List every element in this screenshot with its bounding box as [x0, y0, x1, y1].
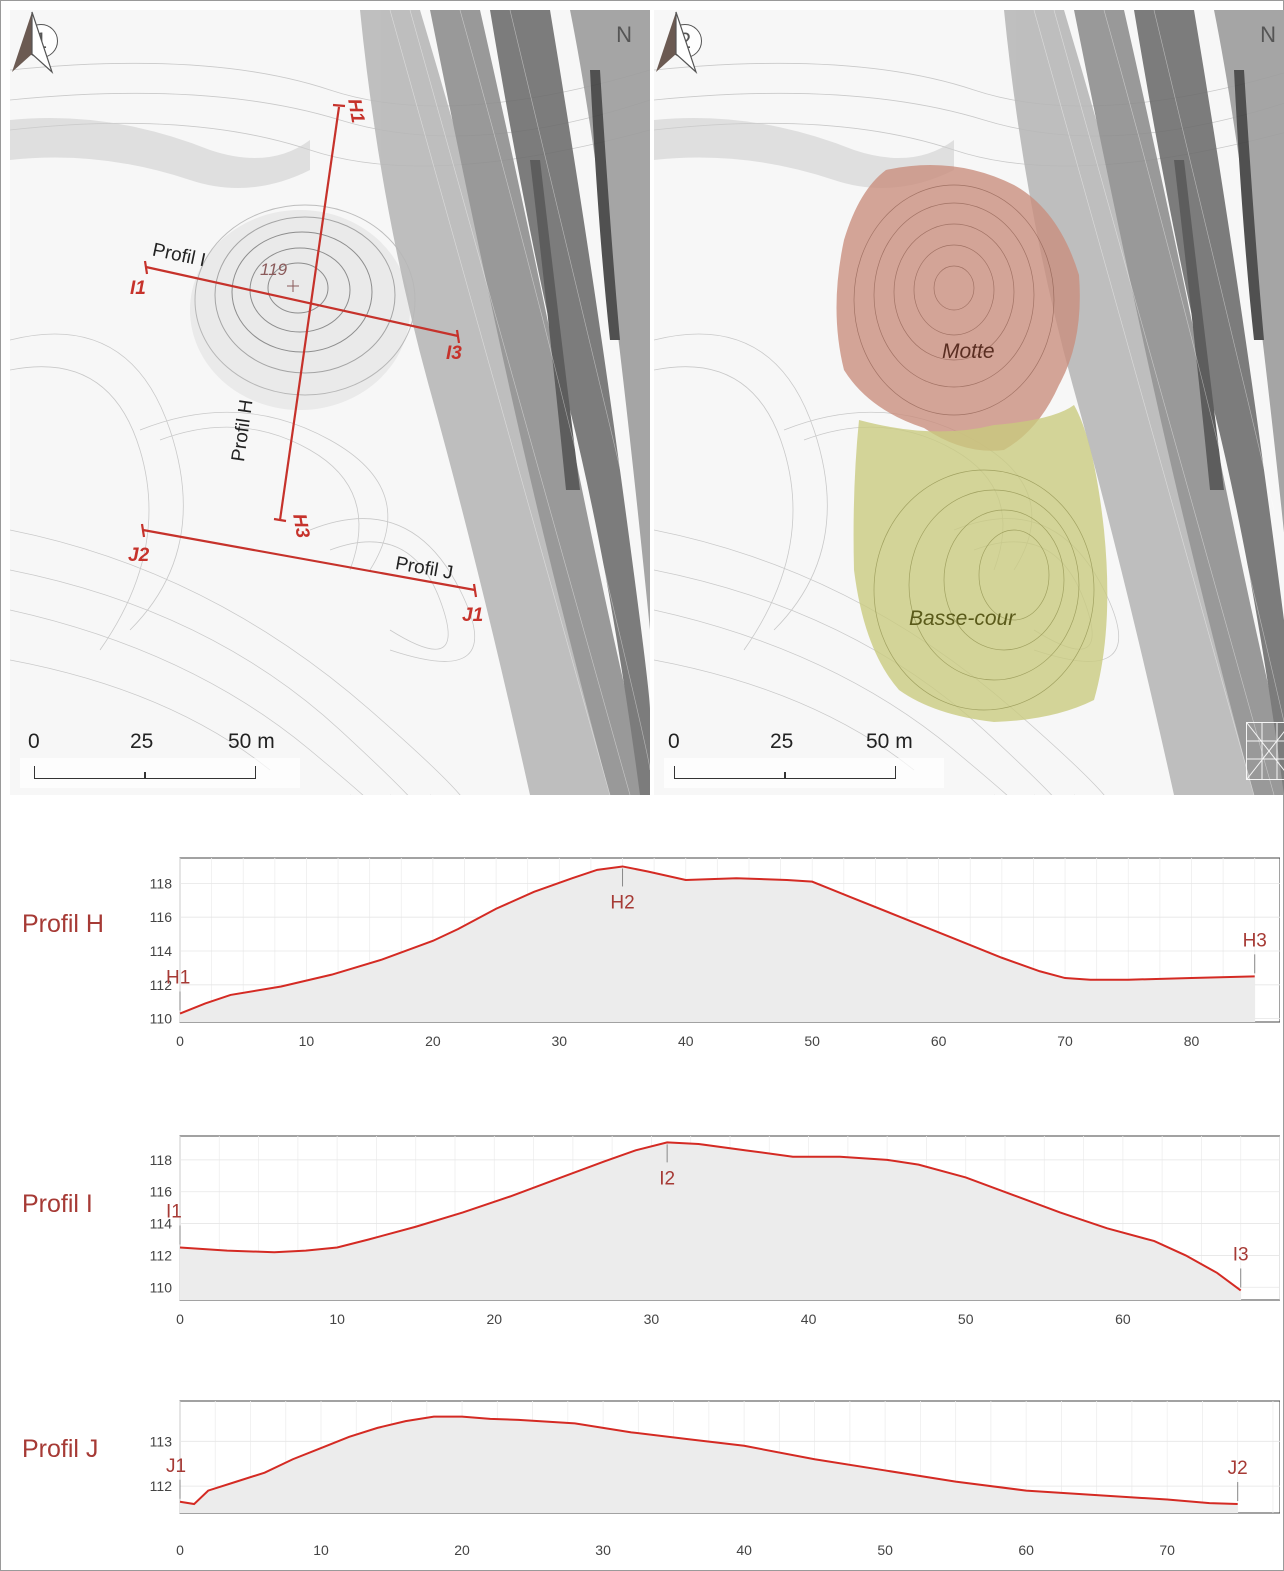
- scale-zero: 0: [668, 730, 680, 753]
- marker-label: H3: [1243, 930, 1267, 951]
- x-tick-label: 60: [1018, 1542, 1034, 1558]
- scale-end: 50 m: [228, 730, 275, 753]
- y-tick-label: 110: [150, 1011, 173, 1027]
- scale-mid: 25: [770, 730, 794, 753]
- x-tick-label: 50: [958, 1311, 974, 1327]
- profile-line: [179, 1415, 1238, 1506]
- y-tick-label: 113: [150, 1433, 173, 1449]
- profile-i-title: Profil I: [22, 1190, 93, 1218]
- zone-label-basse-cour: Basse-cour: [909, 607, 1016, 630]
- endpoint-i1: I1: [130, 278, 146, 299]
- y-tick-label: 114: [150, 1216, 173, 1232]
- scale-end: 50 m: [866, 730, 913, 753]
- marker-label: J2: [1228, 1458, 1248, 1479]
- profile-j-title: Profil J: [22, 1435, 99, 1463]
- x-tick-label: 20: [454, 1542, 470, 1558]
- x-tick-label: 70: [1159, 1542, 1175, 1558]
- x-tick-label: 20: [486, 1311, 502, 1327]
- x-tick-label: 50: [804, 1033, 820, 1049]
- profile-lines: [140, 103, 478, 598]
- profile-area: [180, 866, 1255, 1022]
- x-tick-label: 0: [176, 1542, 184, 1558]
- x-tick-label: 80: [1184, 1033, 1200, 1049]
- profile-h-chart[interactable]: 110 112 114 116 118 0 10 20 30 40 50 60 70 80 H1 H2 H3: [120, 850, 1280, 1050]
- north-label: N: [616, 22, 632, 47]
- marker-label: I2: [659, 1168, 675, 1189]
- marker-label: J1: [166, 1456, 186, 1477]
- endpoint-i3: I3: [446, 343, 462, 364]
- x-tick-label: 0: [176, 1311, 184, 1327]
- zone-motte[interactable]: [836, 165, 1080, 451]
- x-tick-label: 60: [1115, 1311, 1131, 1327]
- y-tick-label: 118: [150, 1152, 173, 1168]
- terrain-relief-1: [10, 10, 650, 795]
- y-tick-label: 112: [150, 1247, 173, 1263]
- endpoint-j1: J1: [462, 605, 484, 626]
- endpoint-h3: H3: [288, 512, 314, 540]
- endpoint-j2: J2: [128, 545, 150, 566]
- y-tick-label: 112: [150, 1478, 173, 1494]
- grid-overlay-icon: [1246, 722, 1284, 780]
- x-tick-label: 40: [736, 1542, 752, 1558]
- x-tick-label: 10: [329, 1311, 345, 1327]
- profile-i-chart[interactable]: 110 112 114 116 118 0 10 20 30 40 50 60 I1 I2 I3: [120, 1128, 1280, 1328]
- profile-h-title: Profil H: [22, 910, 104, 938]
- y-tick-label: 118: [150, 875, 173, 891]
- map-panel-profiles[interactable]: 1 N Profil I Profil H Profil J H1 H3 I1 …: [10, 10, 650, 795]
- north-arrow-icon: [656, 11, 698, 74]
- endpoint-h1: H1: [343, 97, 369, 125]
- x-tick-label: 0: [176, 1033, 184, 1049]
- map-panel-zones[interactable]: 2 N Motte Basse-cour 0 25 50 m: [654, 10, 1284, 795]
- y-tick-label: 116: [150, 909, 173, 925]
- scale-zero: 0: [28, 730, 40, 753]
- profile-area: [180, 1416, 1238, 1513]
- y-tick-label: 110: [150, 1279, 173, 1295]
- x-tick-label: 10: [299, 1033, 315, 1049]
- x-tick-label: 70: [1057, 1033, 1073, 1049]
- x-tick-label: 20: [425, 1033, 441, 1049]
- x-tick-label: 30: [552, 1033, 568, 1049]
- zone-basse-cour[interactable]: [853, 405, 1108, 722]
- x-tick-label: 40: [801, 1311, 817, 1327]
- y-tick-label: 112: [150, 977, 173, 993]
- x-tick-label: 50: [877, 1542, 893, 1558]
- north-arrow-icon: [12, 11, 54, 74]
- scale-mid: 25: [130, 730, 154, 753]
- marker-label: I3: [1233, 1244, 1249, 1265]
- x-tick-label: 40: [678, 1033, 694, 1049]
- terrain-relief-2: [654, 10, 1284, 795]
- x-tick-label: 10: [313, 1542, 329, 1558]
- zone-label-motte: Motte: [942, 340, 995, 363]
- spot-height-label: 119: [260, 260, 288, 279]
- marker-label: H1: [166, 968, 190, 989]
- scale-tick: [144, 772, 146, 779]
- profile-line: [179, 1141, 1242, 1292]
- north-label: N: [1260, 22, 1276, 47]
- x-tick-label: 60: [931, 1033, 947, 1049]
- marker-label: I1: [166, 1201, 182, 1222]
- profile-j-chart[interactable]: 112 113 0 10 20 30 40 50 60 70 J1 J2: [120, 1395, 1280, 1565]
- scale-tick: [784, 772, 786, 779]
- x-tick-label: 30: [644, 1311, 660, 1327]
- profile-line: [179, 865, 1255, 1015]
- y-tick-label: 114: [150, 943, 173, 959]
- marker-label: H2: [610, 892, 634, 913]
- y-tick-label: 116: [150, 1184, 173, 1200]
- x-tick-label: 30: [595, 1542, 611, 1558]
